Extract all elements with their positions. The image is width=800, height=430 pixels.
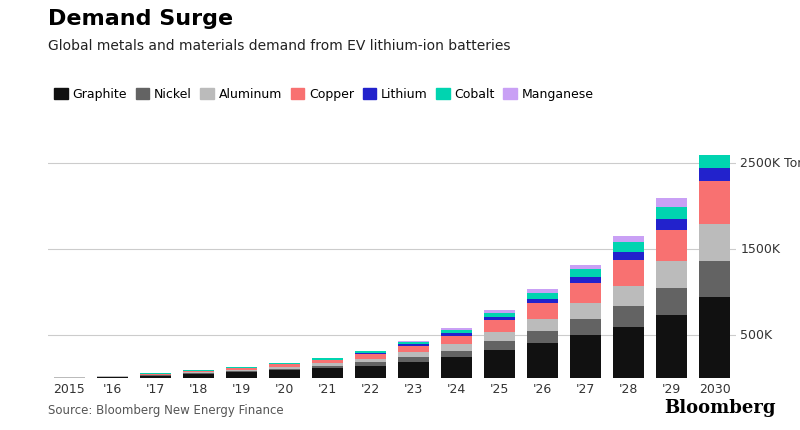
Bar — [355, 350, 386, 351]
Bar — [657, 207, 686, 219]
Bar — [398, 362, 429, 378]
Bar — [226, 371, 257, 372]
Bar — [398, 346, 429, 352]
Bar — [699, 181, 730, 224]
Bar — [527, 293, 558, 299]
Text: Demand Surge: Demand Surge — [48, 9, 233, 29]
Bar — [226, 367, 257, 368]
Bar — [657, 261, 686, 288]
Bar — [485, 332, 514, 341]
Bar — [657, 288, 686, 315]
Bar — [355, 354, 386, 359]
Text: Bloomberg: Bloomberg — [665, 399, 776, 417]
Bar — [270, 367, 299, 369]
Bar — [141, 375, 170, 376]
Bar — [527, 299, 558, 303]
Bar — [442, 357, 471, 378]
Bar — [570, 303, 601, 319]
Bar — [398, 344, 429, 346]
Bar — [355, 353, 386, 354]
Bar — [313, 359, 342, 360]
Bar — [699, 261, 730, 297]
Bar — [355, 359, 386, 362]
Text: 500K: 500K — [740, 329, 773, 342]
Bar — [527, 289, 558, 293]
Bar — [485, 350, 514, 378]
Bar — [657, 315, 686, 378]
Bar — [442, 344, 471, 350]
Bar — [527, 303, 558, 319]
Bar — [657, 230, 686, 261]
Bar — [270, 364, 299, 365]
Bar — [183, 370, 214, 371]
Text: Global metals and materials demand from EV lithium-ion batteries: Global metals and materials demand from … — [48, 39, 510, 53]
Bar — [442, 335, 471, 344]
Bar — [226, 370, 257, 371]
Text: 2500K Tons: 2500K Tons — [740, 157, 800, 170]
Bar — [570, 277, 601, 283]
Bar — [570, 335, 601, 378]
Bar — [699, 151, 730, 168]
Bar — [699, 297, 730, 378]
Bar — [226, 372, 257, 378]
Bar — [398, 341, 429, 342]
Bar — [570, 283, 601, 303]
Legend: Graphite, Nickel, Aluminum, Copper, Lithium, Cobalt, Manganese: Graphite, Nickel, Aluminum, Copper, Lith… — [54, 88, 594, 101]
Bar — [270, 370, 299, 378]
Bar — [141, 374, 170, 375]
Bar — [614, 260, 643, 286]
Bar — [485, 310, 514, 313]
Text: Source: Bloomberg New Energy Finance: Source: Bloomberg New Energy Finance — [48, 404, 284, 417]
Bar — [226, 368, 257, 370]
Bar — [442, 330, 471, 333]
Bar — [570, 319, 601, 335]
Bar — [614, 242, 643, 252]
Bar — [614, 306, 643, 327]
Bar — [657, 219, 686, 230]
Bar — [699, 168, 730, 181]
Bar — [141, 376, 170, 378]
Bar — [442, 328, 471, 330]
Bar — [614, 286, 643, 306]
Bar — [270, 365, 299, 367]
Bar — [570, 264, 601, 270]
Bar — [355, 362, 386, 366]
Bar — [398, 352, 429, 357]
Bar — [657, 198, 686, 207]
Bar — [527, 331, 558, 343]
Bar — [699, 224, 730, 261]
Bar — [485, 313, 514, 317]
Bar — [614, 252, 643, 260]
Bar — [183, 371, 214, 372]
Bar — [313, 360, 342, 363]
Bar — [398, 342, 429, 344]
Bar — [442, 333, 471, 335]
Bar — [527, 319, 558, 331]
Text: 1500K: 1500K — [740, 243, 780, 256]
Bar — [270, 363, 299, 364]
Bar — [527, 343, 558, 378]
Bar — [270, 369, 299, 370]
Bar — [270, 362, 299, 363]
Bar — [313, 358, 342, 359]
Bar — [570, 270, 601, 277]
Bar — [355, 366, 386, 378]
Bar — [355, 351, 386, 353]
Bar — [699, 139, 730, 151]
Bar — [398, 357, 429, 362]
Bar — [614, 327, 643, 378]
Bar — [183, 374, 214, 378]
Bar — [313, 366, 342, 368]
Bar — [442, 350, 471, 357]
Bar — [313, 368, 342, 378]
Bar — [183, 373, 214, 374]
Bar — [614, 236, 643, 242]
Bar — [183, 372, 214, 373]
Bar — [485, 320, 514, 332]
Bar — [98, 377, 127, 378]
Bar — [485, 341, 514, 350]
Bar — [485, 317, 514, 320]
Bar — [313, 363, 342, 366]
